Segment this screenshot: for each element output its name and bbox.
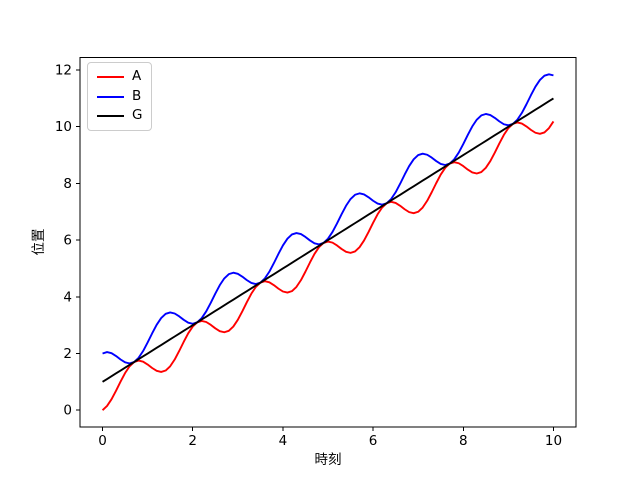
- x-axis-label: 時刻: [314, 452, 342, 468]
- y-tick-label: 8: [63, 176, 72, 192]
- y-tick-label: 0: [63, 403, 72, 419]
- legend-line-swatch-b: [97, 95, 124, 98]
- y-tick-label: 6: [63, 233, 72, 249]
- legend-label: A: [132, 68, 142, 85]
- series-line-b: [102, 73, 554, 365]
- plot-area: [79, 57, 577, 428]
- y-tick-label: 10: [55, 119, 72, 135]
- legend-item-g: G: [97, 106, 142, 126]
- series-line-g: [102, 97, 554, 383]
- y-tick-label: 12: [55, 63, 72, 79]
- x-tick-label: 10: [545, 433, 562, 449]
- legend-item-a: A: [97, 67, 142, 87]
- y-tick-label: 4: [63, 289, 72, 305]
- legend-line-swatch-g: [97, 115, 124, 118]
- legend-item-b: B: [97, 87, 142, 107]
- x-tick-label: 6: [369, 433, 378, 449]
- x-tick-label: 2: [188, 433, 197, 449]
- y-tick-label: 2: [63, 346, 72, 362]
- legend-label: B: [132, 87, 142, 104]
- legend-line-swatch-a: [97, 75, 124, 78]
- series-line-a: [101, 120, 555, 411]
- x-tick-label: 0: [98, 433, 107, 449]
- legend-label: G: [132, 107, 143, 124]
- x-tick-label: 4: [279, 433, 288, 449]
- y-axis-label: 位置: [31, 228, 47, 256]
- x-tick-label: 8: [459, 433, 468, 449]
